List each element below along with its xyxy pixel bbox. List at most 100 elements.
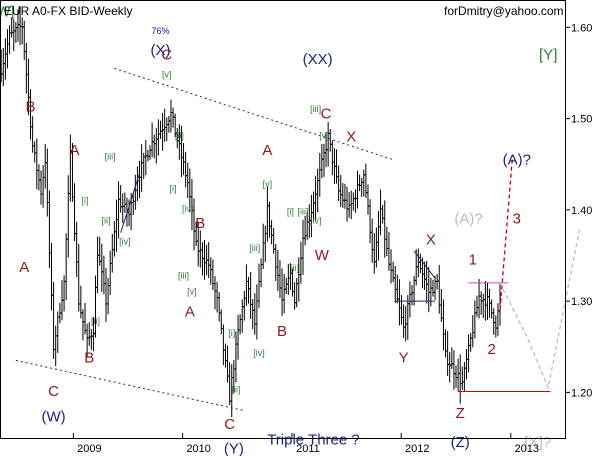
price-bar bbox=[234, 331, 238, 383]
wave-label: [v] bbox=[162, 70, 172, 80]
price-bar bbox=[73, 183, 77, 242]
price-bar bbox=[240, 299, 244, 333]
wave-label: X bbox=[426, 232, 436, 249]
price-bar bbox=[479, 291, 483, 315]
wave-label: [ii] bbox=[231, 384, 240, 394]
upper-channel-line bbox=[114, 67, 394, 161]
price-bar bbox=[299, 241, 303, 284]
price-bar bbox=[249, 272, 253, 319]
price-bar bbox=[358, 174, 362, 192]
wave-label: B bbox=[84, 349, 94, 366]
wave-label: (X) bbox=[150, 42, 170, 59]
wave-label: [ii] bbox=[290, 263, 299, 273]
price-bar bbox=[265, 186, 269, 242]
wave-label: (Z) bbox=[451, 434, 470, 451]
y-tick-label: 1.50 bbox=[571, 114, 592, 126]
wave-label: 3 bbox=[513, 211, 521, 228]
price-bar bbox=[223, 343, 227, 368]
price-bar bbox=[117, 181, 121, 239]
wave-label: [ii] bbox=[101, 216, 110, 226]
wave-label: C bbox=[321, 106, 332, 123]
price-bar bbox=[106, 278, 110, 315]
price-bar bbox=[144, 139, 148, 176]
price-bar bbox=[381, 204, 385, 224]
x-tick-label: 2013 bbox=[515, 443, 539, 455]
price-bar bbox=[226, 345, 230, 383]
wave-label: A bbox=[19, 259, 29, 276]
price-bar bbox=[362, 169, 366, 197]
wave-label: [iii] bbox=[298, 206, 309, 216]
x-tick-label: 2010 bbox=[186, 443, 210, 455]
price-bar bbox=[492, 308, 496, 335]
price-bar bbox=[167, 115, 171, 133]
wave-label: A bbox=[70, 142, 80, 159]
wave-label: [W] bbox=[0, 3, 15, 20]
price-bar bbox=[326, 122, 330, 167]
price-bar bbox=[379, 189, 383, 236]
price-bar bbox=[148, 145, 152, 161]
price-bar bbox=[370, 218, 374, 263]
wave-label: B bbox=[277, 323, 287, 340]
price-bar bbox=[114, 199, 118, 252]
price-bar bbox=[393, 265, 397, 304]
price-bar bbox=[54, 325, 58, 367]
price-bar bbox=[437, 264, 441, 314]
price-bar bbox=[356, 170, 360, 209]
lower-channel-line bbox=[15, 359, 245, 412]
price-bar bbox=[408, 281, 412, 318]
price-bar bbox=[186, 162, 190, 199]
price-bar bbox=[431, 279, 435, 297]
wave-label: Triple Three ? bbox=[267, 431, 360, 448]
wave-label: [i] bbox=[287, 206, 294, 216]
y-tick-label: 1.30 bbox=[571, 296, 592, 308]
price-bar bbox=[123, 192, 127, 213]
price-bar bbox=[475, 295, 479, 317]
price-bar bbox=[213, 276, 217, 310]
price-bar bbox=[39, 170, 43, 205]
plot-frame bbox=[0, 0, 566, 439]
price-bar bbox=[56, 311, 60, 353]
price-bar bbox=[138, 160, 142, 198]
chart-title: EUR A0-FX BID-Weekly bbox=[4, 4, 133, 18]
price-bar bbox=[94, 275, 98, 338]
price-bar bbox=[270, 220, 274, 245]
price-bar bbox=[402, 304, 406, 338]
wave-labels: [W] B A A C (W) B [iii] [i] [ii] [iv] [ii] [v] 76% (X)… bbox=[0, 3, 557, 456]
price-bar bbox=[280, 268, 284, 317]
price-bar bbox=[467, 334, 471, 373]
price-bar bbox=[81, 309, 85, 341]
price-bar bbox=[406, 295, 410, 340]
wave-label: B bbox=[26, 98, 36, 115]
price-bar bbox=[140, 144, 144, 193]
price-bar bbox=[458, 354, 462, 404]
price-bar bbox=[276, 250, 280, 292]
price-bar bbox=[446, 331, 450, 376]
wave-label: X bbox=[346, 128, 356, 145]
price-bar bbox=[330, 140, 334, 176]
price-bar bbox=[318, 152, 322, 197]
price-bar bbox=[391, 261, 395, 283]
price-bar bbox=[165, 117, 169, 141]
price-bar bbox=[150, 122, 154, 158]
price-bar bbox=[418, 253, 422, 274]
price-bar bbox=[343, 183, 347, 209]
price-bar bbox=[198, 230, 202, 268]
price-bar bbox=[284, 277, 288, 294]
author-email: forDmitry@yahoo.com bbox=[444, 4, 564, 18]
price-bar bbox=[374, 227, 378, 268]
wave-label: [v] bbox=[263, 179, 273, 189]
price-bar bbox=[351, 192, 355, 211]
price-bar bbox=[257, 263, 261, 308]
price-bar bbox=[261, 223, 265, 270]
price-bar bbox=[433, 275, 437, 300]
price-bar bbox=[154, 128, 158, 164]
wave-label: [iii] bbox=[310, 104, 321, 114]
price-bar bbox=[464, 348, 468, 380]
price-bar bbox=[267, 201, 271, 238]
wave-label: C bbox=[48, 383, 59, 400]
price-bar bbox=[337, 165, 341, 201]
price-bar bbox=[301, 219, 305, 275]
wave-label: [ii] bbox=[91, 316, 100, 326]
wave-label: [i] bbox=[82, 195, 89, 205]
price-bar bbox=[156, 119, 160, 156]
